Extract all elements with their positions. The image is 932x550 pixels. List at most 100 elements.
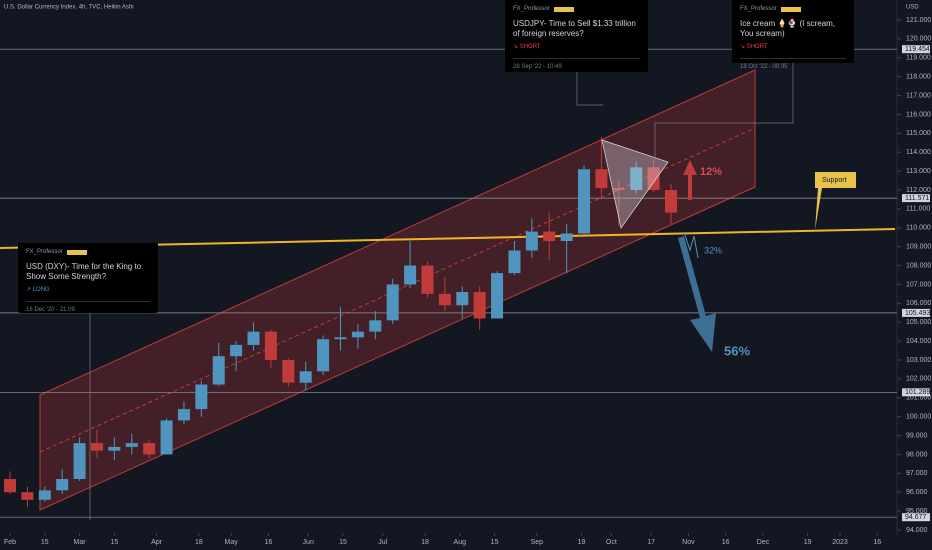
- connector: [576, 72, 603, 106]
- y-tick-label: 95.000: [906, 508, 928, 515]
- x-tick-label: Jun: [303, 539, 314, 546]
- x-tick-label: 15: [41, 539, 49, 546]
- x-tick-label: Oct: [606, 539, 617, 546]
- idea-title: Ice cream 🍦🍨 (I scream, You scream): [740, 18, 836, 38]
- candle-body: [438, 293, 451, 306]
- y-tick-label: 96.000: [906, 489, 928, 496]
- connector: [654, 62, 794, 160]
- y-tick-label: 121.000: [906, 17, 931, 24]
- triangle-pattern: [601, 139, 669, 229]
- candle-body: [125, 443, 138, 447]
- move-label: 12%: [700, 166, 722, 178]
- x-tick-label: 17: [647, 539, 655, 546]
- author: FX_Professor: [513, 6, 550, 12]
- y-tick-label: 105.000: [906, 319, 931, 326]
- price-tag: [902, 388, 930, 397]
- candle-body: [386, 284, 399, 321]
- up-arrow: [683, 160, 697, 200]
- y-tick-label: 103.000: [906, 357, 931, 364]
- price-tag-label: 111.571: [905, 195, 929, 202]
- x-tick-label: 15: [491, 539, 499, 546]
- y-tick-label: 119.000: [906, 55, 931, 62]
- candle-body: [317, 339, 330, 372]
- candle-body: [264, 331, 277, 360]
- support-label: Support: [822, 177, 847, 184]
- chart-title: U.S. Dollar Currency Index, 4h, TVC, Hei…: [4, 5, 134, 11]
- idea-card[interactable]: FX_Professor USDJPY- Time to Sell $1.33 …: [505, 0, 648, 72]
- candle-body: [456, 292, 469, 306]
- candle-body: [369, 320, 382, 332]
- x-tick-label: Feb: [4, 539, 16, 546]
- candle-body: [595, 169, 608, 189]
- y-tick-label: 94.000: [906, 527, 928, 534]
- candle-body: [90, 443, 103, 451]
- y-tick-label: 99.000: [906, 432, 928, 439]
- date: 16 Dec '20 - 21:09: [26, 301, 150, 313]
- y-tick-label: 104.000: [906, 338, 931, 345]
- y-tick-label: 106.000: [906, 300, 931, 307]
- x-tick-label: May: [225, 539, 239, 546]
- candle-body: [299, 371, 312, 383]
- author: FX_Professor: [26, 249, 63, 255]
- candle-body: [647, 167, 660, 190]
- x-tick-label: Aug: [454, 539, 467, 546]
- down-arrow: [678, 236, 716, 352]
- candle-body: [282, 360, 295, 383]
- author-badge: [66, 249, 87, 255]
- price-tag: [902, 194, 930, 203]
- price-tag-label: 94.677: [905, 514, 927, 521]
- y-tick-label: 102.000: [906, 376, 931, 383]
- y-tick-label: 107.000: [906, 281, 931, 288]
- date: 28 Sep '22 - 10:49: [513, 58, 640, 70]
- small-arrow: [683, 231, 699, 259]
- axis-label: USD: [906, 5, 919, 11]
- candle-body: [160, 420, 173, 455]
- y-tick-label: 98.000: [906, 451, 928, 458]
- x-tick-label: 19: [804, 539, 812, 546]
- candle-body: [334, 337, 347, 340]
- idea-title: USD (DXY)- Time for the King to Show Som…: [26, 261, 142, 281]
- x-tick-label: 16: [265, 539, 273, 546]
- candle-body: [21, 492, 34, 500]
- candle-body: [212, 356, 225, 385]
- candle-body: [56, 479, 69, 491]
- author-badge: [780, 6, 801, 12]
- x-tick-label: 15: [339, 539, 347, 546]
- y-tick-label: 116.000: [906, 111, 931, 118]
- x-tick-label: Sep: [531, 539, 544, 546]
- x-tick-label: Mar: [74, 539, 87, 546]
- support-callout: [815, 172, 856, 230]
- candle-body: [143, 443, 156, 455]
- direction: ↘ SHORT: [513, 44, 541, 51]
- candle-body: [4, 479, 16, 493]
- author: FX_Professor: [740, 6, 777, 12]
- x-tick-label: 18: [195, 539, 203, 546]
- candle-body: [404, 265, 417, 285]
- candle-body: [543, 231, 556, 241]
- y-tick-label: 118.000: [906, 74, 931, 81]
- candle-body: [560, 233, 573, 241]
- y-tick-label: 112.000: [906, 187, 931, 194]
- y-tick-label: 110.000: [906, 225, 931, 232]
- candle-body: [525, 231, 538, 251]
- candle-body: [630, 167, 643, 190]
- x-tick-label: Apr: [151, 539, 163, 546]
- direction: ↘ SHORT: [740, 44, 768, 51]
- candle-body: [38, 490, 51, 500]
- price-tag: [902, 513, 930, 522]
- candle-body: [665, 190, 678, 213]
- candle-body: [247, 331, 260, 345]
- x-tick-label: Jul: [378, 539, 387, 546]
- idea-card[interactable]: FX_Professor Ice cream 🍦🍨 (I scream, You…: [732, 0, 854, 70]
- price-tag-label: 101.289: [905, 389, 930, 396]
- candle-body: [195, 384, 208, 410]
- candle-body: [612, 188, 625, 190]
- idea-card[interactable]: FX_Professor USD (DXY)- Time for the Kin…: [18, 243, 158, 313]
- y-tick-label: 100.000: [906, 414, 931, 421]
- x-tick-label: 15: [110, 539, 118, 546]
- price-tag-label: 119.454: [905, 46, 930, 53]
- candle-body: [230, 344, 243, 357]
